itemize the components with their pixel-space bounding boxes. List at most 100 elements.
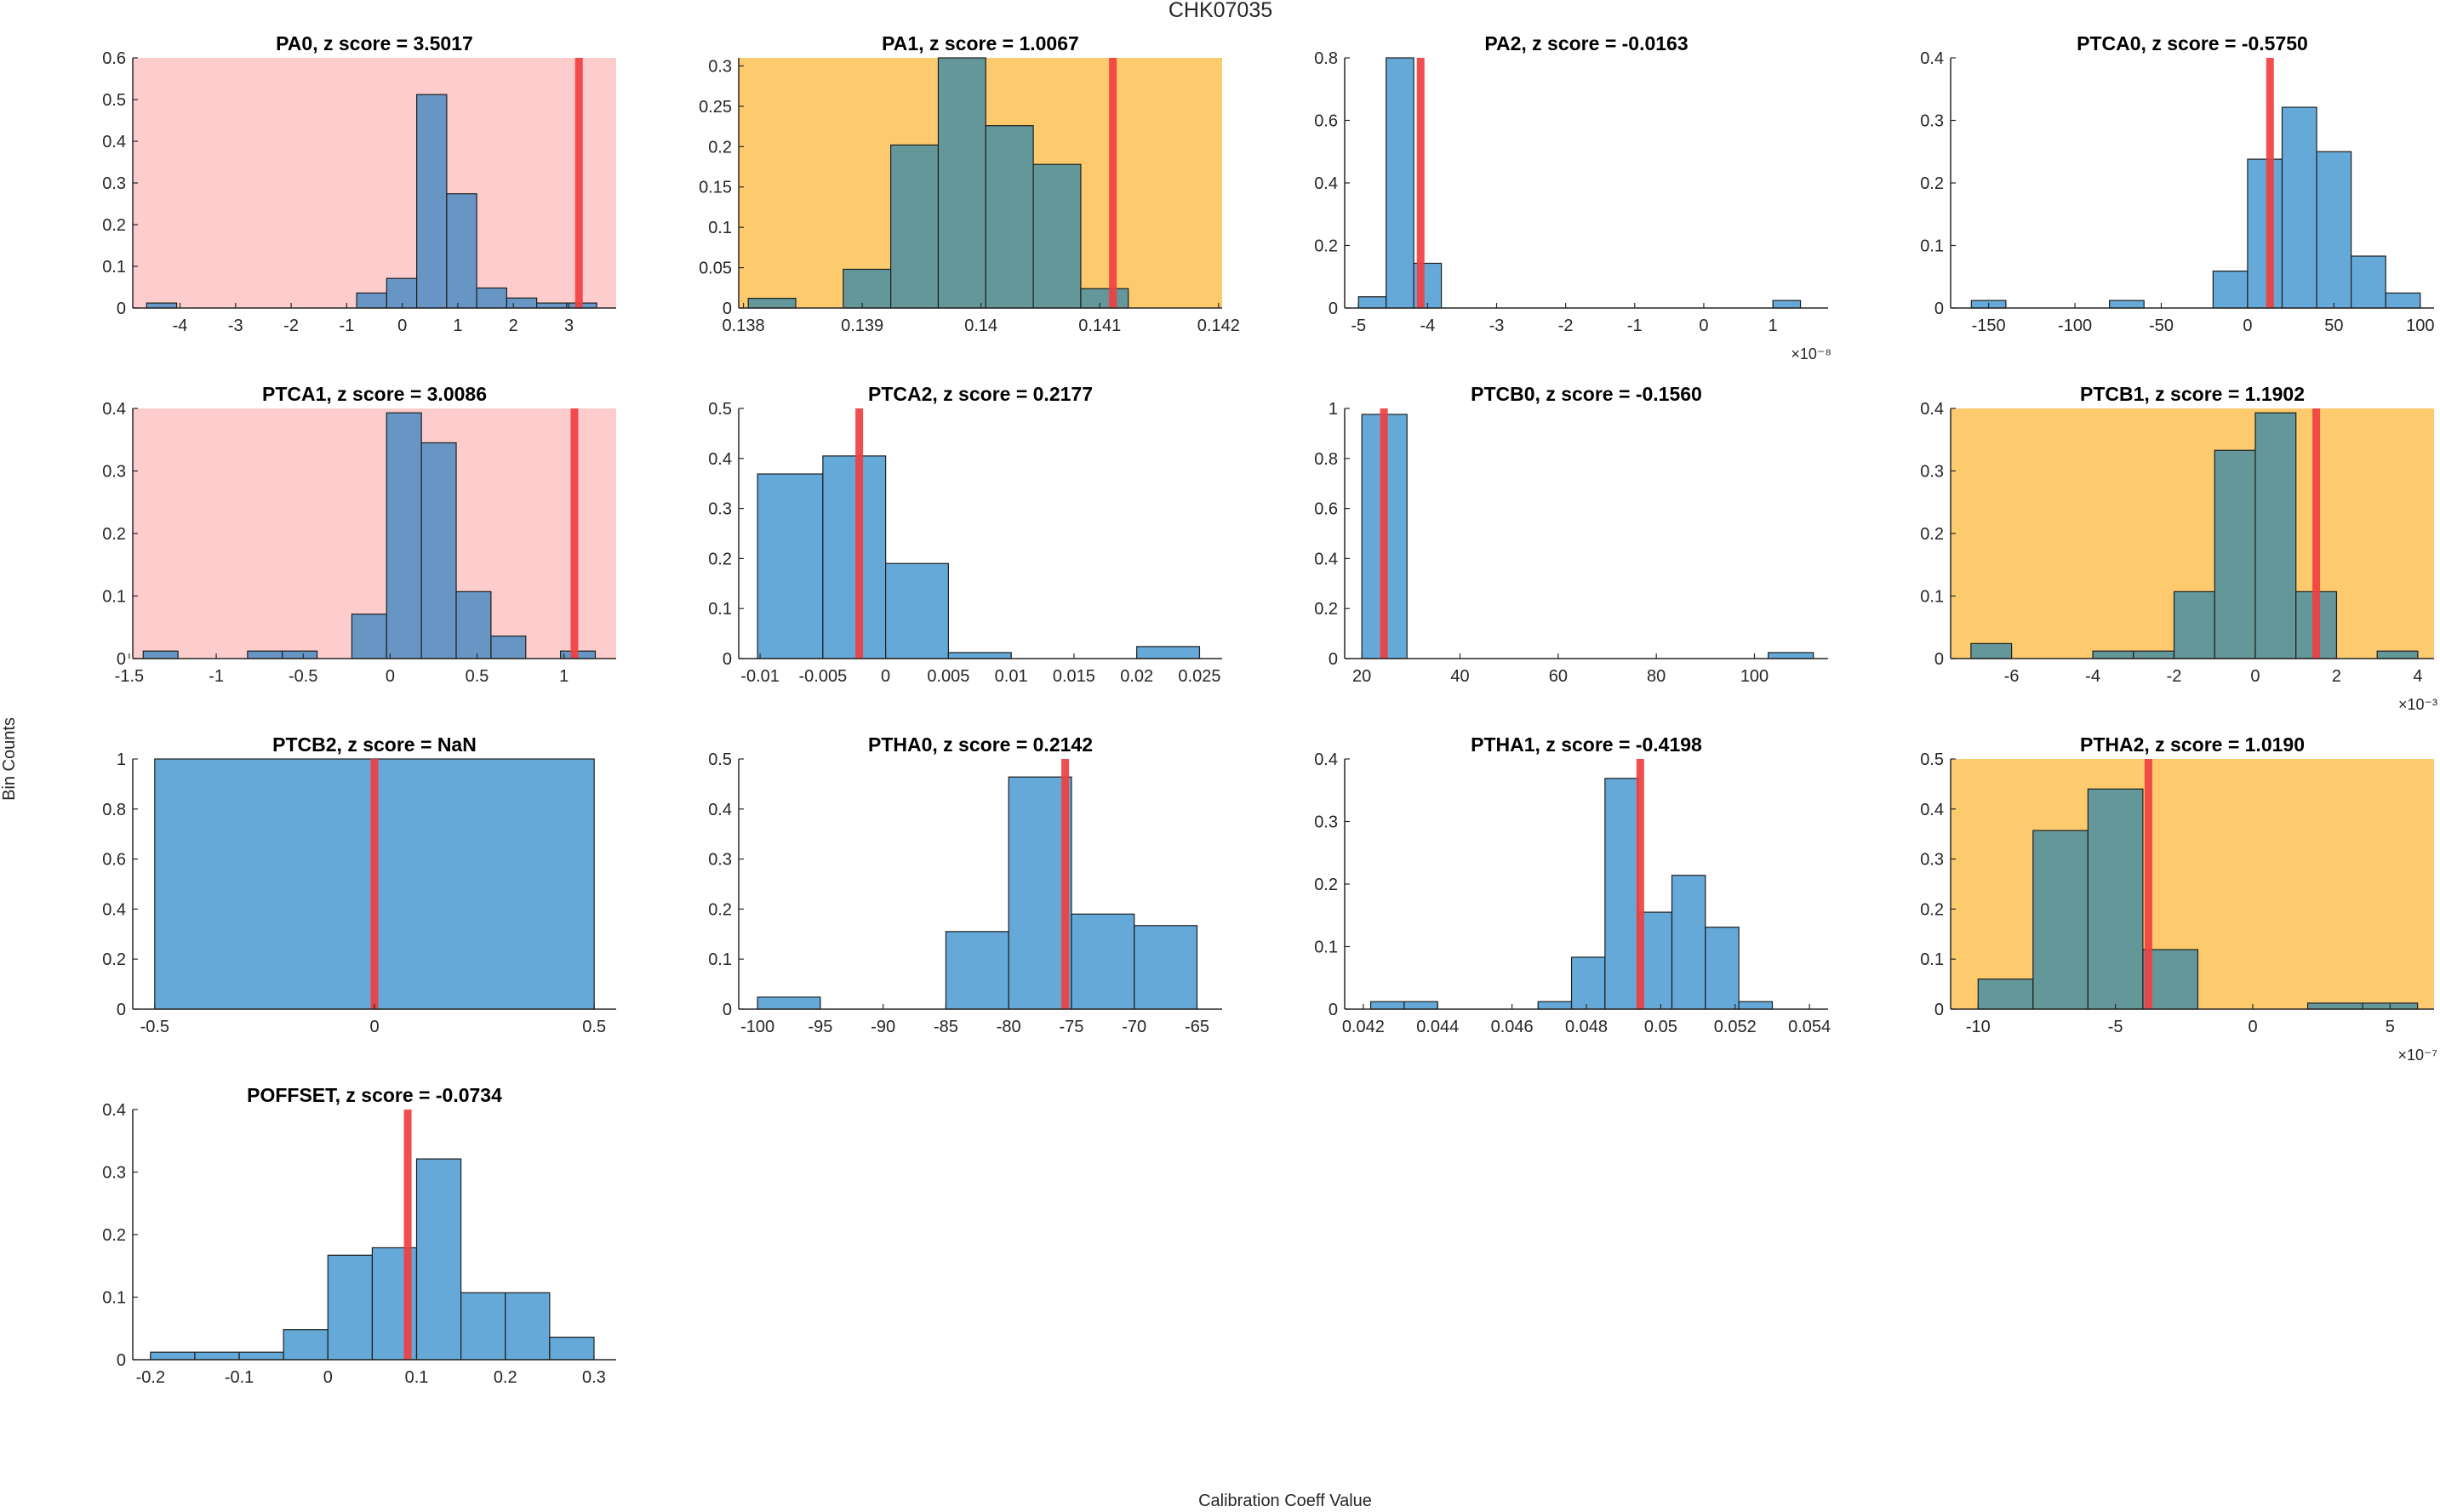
y-tick-label: 0	[1934, 650, 1944, 669]
x-tick-label: 0.05	[1644, 1018, 1677, 1036]
y-tick-label: 0.2	[708, 138, 732, 157]
y-tick-label: 0.5	[708, 400, 732, 419]
x-tick-label: 0	[323, 1368, 333, 1387]
histogram-bar	[1357, 296, 1387, 309]
reference-marker-line	[370, 759, 379, 1009]
x-tick-label: -4	[173, 317, 188, 335]
y-tick-label: 0.1	[102, 588, 126, 607]
x-tick-label: -85	[934, 1018, 958, 1036]
histogram-bar	[283, 1329, 329, 1361]
y-tick-label: 0.5	[102, 91, 126, 110]
x-tick-label: -1.5	[115, 667, 144, 686]
y-tick-label: 0.6	[1314, 500, 1338, 519]
histogram-bar	[386, 277, 418, 309]
x-tick-label: -2	[2167, 667, 2182, 686]
y-tick-label: 0.2	[708, 900, 732, 919]
histogram-bar	[843, 268, 892, 309]
histogram-bar	[1369, 1001, 1405, 1010]
x-tick-label: 0.141	[1078, 317, 1121, 335]
histogram-panel: -0.2 -0.1 0 0.1 0.2 0.3 0 0.1 0.2 0.3 0.4 POFFSET, …	[102, 1084, 616, 1387]
histogram-bar	[1738, 1001, 1774, 1010]
x-tick-label: -2	[1558, 317, 1574, 335]
histogram-bar	[1604, 778, 1639, 1010]
histogram-bar	[885, 562, 949, 659]
histogram-bar	[2214, 449, 2256, 659]
y-tick-label: 0	[1329, 1001, 1338, 1019]
x-tick-label: 0.139	[841, 317, 883, 335]
panel-title: PTCA2, z score = 0.2177	[868, 383, 1093, 405]
x-tick-label: -5	[1351, 317, 1366, 335]
histogram-bar	[822, 455, 887, 659]
histogram-bar	[2247, 158, 2283, 309]
x-tick-label: 0.14	[964, 317, 997, 335]
histogram-bar	[1136, 646, 1201, 659]
histogram-bar	[282, 650, 318, 659]
x-tick-label: 1	[453, 317, 462, 335]
y-tick-label: 0.5	[1920, 750, 1944, 769]
panel-title: PTHA0, z score = 0.2142	[868, 733, 1093, 756]
y-tick-label: 0.2	[102, 216, 126, 235]
histogram-bar	[2376, 650, 2419, 659]
histogram-bar	[937, 57, 986, 309]
x-tick-label: 4	[2413, 667, 2422, 686]
y-tick-label: 0.4	[1314, 750, 1338, 769]
y-tick-label: 0.1	[102, 1289, 126, 1308]
x-tick-label: -0.2	[136, 1368, 165, 1387]
histogram-bar	[247, 650, 283, 659]
histogram-panel: 0.042 0.044 0.046 0.048 0.05 0.052 0.054 0 0.1 0.…	[1314, 733, 1831, 1036]
x-tick-label: 0	[2248, 1018, 2257, 1036]
histogram-bar	[506, 297, 538, 309]
y-tick-label: 0.05	[699, 260, 732, 278]
histogram-bar	[446, 193, 477, 309]
y-tick-label: 0.4	[1920, 49, 1944, 68]
x-tick-label: 0	[2250, 667, 2260, 686]
histogram-bar	[1071, 913, 1135, 1010]
y-tick-label: 0.3	[102, 463, 126, 482]
panel-title: PTCB2, z score = NaN	[272, 733, 477, 756]
histogram-bar	[2254, 412, 2297, 659]
x-tick-label: -3	[1489, 317, 1505, 335]
histogram-panel: -150 -100 -50 0 50 100 0 0.1 0.2 0.3 0.4 PTCA0, z s…	[1920, 32, 2434, 335]
y-tick-label: 0.4	[1920, 400, 1944, 419]
y-tick-label: 0.4	[1314, 174, 1338, 193]
histogram-panel: -1.5 -1 -0.5 0 0.5 1 0 0.1 0.2 0.3 0.4 PTCA1, z sco…	[102, 383, 616, 686]
histogram-panel: -0.01 -0.005 0 0.005 0.01 0.015 0.02 0.025 0 0.1 0…	[708, 383, 1222, 686]
x-tick-label: 80	[1647, 667, 1666, 686]
histogram-bar	[150, 1351, 196, 1361]
x-tick-label: 1	[1769, 317, 1778, 335]
y-tick-label: 0	[117, 1001, 126, 1019]
histogram-bar	[1570, 956, 1606, 1010]
reference-marker-line	[1416, 58, 1425, 308]
x-tick-label: 5	[2386, 1018, 2395, 1036]
panel-title: POFFSET, z score = -0.0734	[247, 1084, 502, 1106]
y-tick-label: 0.3	[1920, 851, 1944, 870]
reference-marker-line	[2312, 408, 2321, 659]
y-tick-label: 0.2	[1920, 900, 1944, 919]
y-tick-label: 0.3	[708, 500, 732, 519]
y-tick-label: 0	[1934, 300, 1944, 318]
x-tick-label: 0	[2243, 317, 2252, 335]
reference-marker-line	[574, 58, 583, 308]
x-tick-label: -4	[2085, 667, 2100, 686]
y-tick-label: 0.2	[1314, 237, 1338, 256]
y-tick-label: 0.1	[1314, 939, 1338, 957]
histogram-panel: 0.138 0.139 0.14 0.141 0.142 0 0.05 0.1 0.15 0.2 0…	[699, 32, 1240, 335]
x-tick-label: 2	[509, 317, 518, 335]
x-tick-label: 0.01	[995, 667, 1028, 686]
x-tick-label: 0.046	[1491, 1018, 1534, 1036]
y-tick-label: 0.3	[708, 57, 732, 76]
histogram-bar	[1134, 925, 1198, 1010]
y-tick-label: 0.25	[699, 98, 732, 117]
histogram-panel: 20 40 60 80 100 0 0.2 0.4 0.6 0.8 1 PTCB0, z score …	[1314, 383, 1828, 686]
panel-title: PTCB1, z score = 1.1902	[2080, 383, 2305, 405]
x-tick-label: 3	[564, 317, 574, 335]
y-tick-label: 0.6	[102, 49, 126, 68]
histogram-bar	[420, 442, 457, 659]
x-tick-label: 0.052	[1714, 1018, 1757, 1036]
histogram-bar	[194, 1351, 240, 1361]
histogram-bar	[1671, 875, 1706, 1010]
y-tick-label: 0.2	[1920, 174, 1944, 193]
x-tick-label: -3	[228, 317, 243, 335]
figure-ylabel: Bin Counts	[0, 717, 19, 801]
